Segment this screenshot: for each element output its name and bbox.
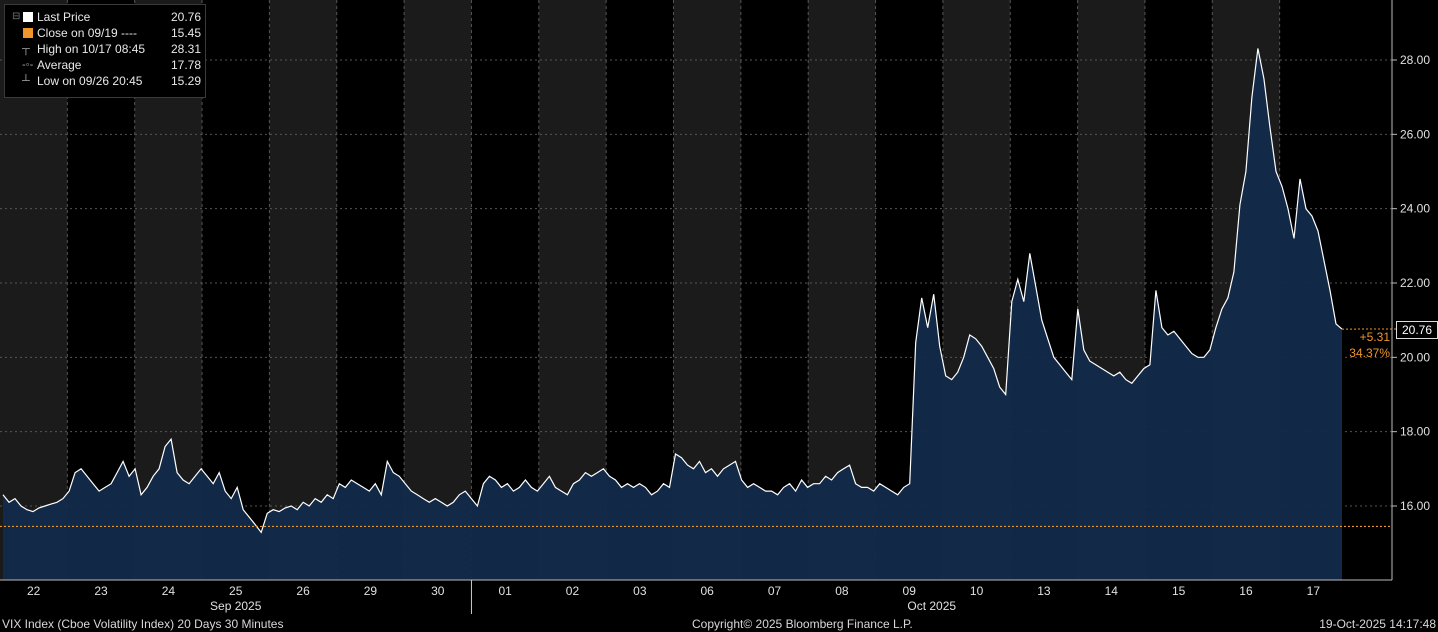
day-band (269, 0, 337, 580)
change-absolute: +5.31 (1359, 330, 1390, 344)
x-tick-label: 09 (903, 584, 917, 598)
x-tick-label: 24 (162, 584, 176, 598)
x-tick-label: 22 (27, 584, 41, 598)
legend-high[interactable]: ┬ High on 10/17 08:45 28.31 (22, 42, 201, 56)
security-description: VIX Index (Cboe Volatility Index) 20 Day… (2, 617, 284, 631)
change-percent: 34.37% (1349, 346, 1390, 360)
legend-average[interactable]: -◦- Average 17.78 (22, 58, 201, 72)
day-band (404, 0, 472, 580)
collapse-icon[interactable]: ⊟ (12, 11, 21, 22)
last-price-tag: 20.76 (1396, 321, 1438, 339)
x-tick-label: 15 (1172, 584, 1186, 598)
y-tick-label: 24.00 (1400, 202, 1430, 216)
x-tick-label: 23 (94, 584, 108, 598)
x-tick-label: 13 (1037, 584, 1051, 598)
x-tick-label: 17 (1307, 584, 1321, 598)
y-tick-label: 26.00 (1400, 127, 1430, 141)
y-tick-label: 16.00 (1400, 499, 1430, 513)
x-axis: 22 23 24 25 26 29 30 01 02 03 06 07 08 09 10 13 14 15 16 17… (0, 579, 1392, 614)
price-area (3, 48, 1342, 580)
average-marker-icon: -◦- (22, 59, 34, 71)
x-tick-label: 14 (1105, 584, 1119, 598)
orange-swatch-icon (23, 28, 33, 38)
x-tick-label: 01 (498, 584, 512, 598)
price-line (2, 48, 1343, 534)
y-tick-label: 18.00 (1400, 425, 1430, 439)
copyright-text: Copyright© 2025 Bloomberg Finance L.P. (692, 617, 913, 631)
x-tick-label: 26 (296, 584, 310, 598)
x-tick-label: 10 (970, 584, 984, 598)
x-tick-label: 08 (835, 584, 849, 598)
month-label: Oct 2025 (907, 599, 956, 613)
price-series (0, 48, 1397, 580)
y-tick-label: 22.00 (1400, 276, 1430, 290)
x-tick-label: 02 (566, 584, 580, 598)
x-tick-label: 16 (1239, 584, 1253, 598)
x-tick-label: 29 (364, 584, 378, 598)
y-tick-label: 28.00 (1400, 53, 1430, 67)
x-tick-label: 03 (633, 584, 647, 598)
legend-last-price[interactable]: ⊟ Last Price 20.76 (12, 10, 201, 24)
chart-legend: ⊟ Last Price 20.76 Close on 09/19 ---- 1… (4, 4, 206, 98)
y-tick-label: 20.00 (1400, 350, 1430, 364)
white-swatch-icon (23, 12, 33, 22)
month-label: Sep 2025 (210, 599, 262, 613)
x-tick-label: 30 (431, 584, 445, 598)
x-tick-label: 07 (768, 584, 782, 598)
y-axis: 16.00 18.00 20.00 22.00 24.00 26.00 28.00 (1391, 0, 1430, 580)
high-marker-icon: ┬ (22, 43, 30, 55)
legend-close[interactable]: Close on 09/19 ---- 15.45 (5, 25, 205, 41)
low-marker-icon: ┴ (22, 75, 30, 87)
legend-low[interactable]: ┴ Low on 09/26 20:45 15.29 (22, 74, 201, 88)
x-tick-label: 06 (700, 584, 714, 598)
x-tick-label: 25 (229, 584, 243, 598)
timestamp: 19-Oct-2025 14:17:48 (1319, 617, 1436, 631)
